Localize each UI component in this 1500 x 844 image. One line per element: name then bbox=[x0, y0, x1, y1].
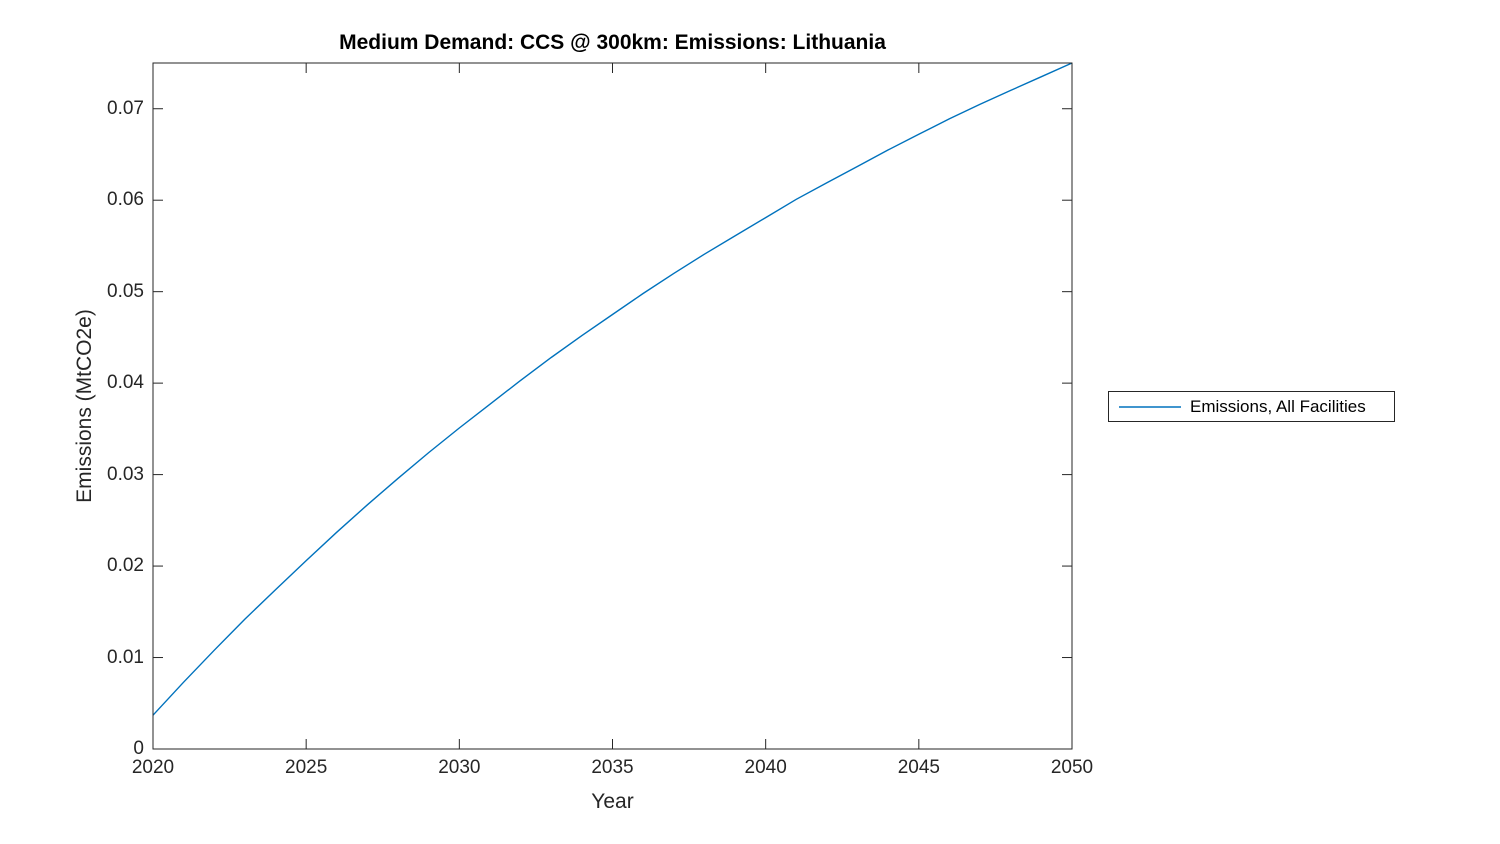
y-tick-label: 0.07 bbox=[107, 97, 144, 119]
legend: Emissions, All Facilities bbox=[1108, 391, 1395, 422]
axes-box bbox=[152, 62, 1073, 750]
y-tick-label: 0.05 bbox=[107, 280, 144, 302]
x-tick-label: 2050 bbox=[1050, 757, 1094, 778]
x-tick-label: 2025 bbox=[285, 757, 328, 778]
y-tick-label: 0.04 bbox=[107, 372, 144, 394]
x-tick-label: 2035 bbox=[591, 757, 634, 778]
legend-line-sample bbox=[1119, 405, 1181, 408]
y-tick-label: 0.06 bbox=[107, 189, 144, 211]
y-tick-label: 0.01 bbox=[107, 646, 144, 668]
x-axis-label: Year bbox=[591, 790, 634, 813]
x-tick-label: 2020 bbox=[131, 757, 175, 778]
chart-title: Medium Demand: CCS @ 300km: Emissions: L… bbox=[339, 31, 886, 54]
legend-entry-label: Emissions, All Facilities bbox=[1190, 396, 1366, 416]
series-line bbox=[152, 62, 1073, 716]
x-tick-label: 2045 bbox=[897, 757, 940, 778]
x-tick-label: 2030 bbox=[438, 757, 481, 778]
y-tick-label: 0.03 bbox=[107, 463, 144, 485]
x-tick-label: 2040 bbox=[744, 757, 787, 778]
y-tick-label: 0 bbox=[133, 738, 144, 759]
y-tick-label: 0.02 bbox=[107, 555, 144, 577]
